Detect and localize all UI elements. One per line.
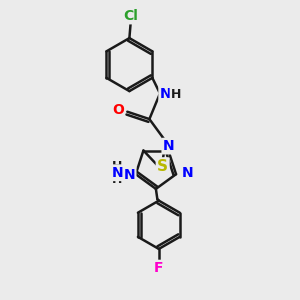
- Text: S: S: [157, 159, 168, 174]
- Text: N: N: [112, 166, 123, 180]
- Text: F: F: [154, 261, 164, 275]
- Text: O: O: [112, 103, 124, 117]
- Text: N: N: [160, 87, 171, 101]
- Text: N: N: [163, 139, 175, 153]
- Text: H: H: [112, 160, 123, 173]
- Text: H: H: [112, 173, 123, 186]
- Text: H: H: [171, 88, 181, 100]
- Text: N: N: [124, 168, 135, 182]
- Text: Cl: Cl: [123, 9, 138, 23]
- Text: N: N: [182, 166, 193, 180]
